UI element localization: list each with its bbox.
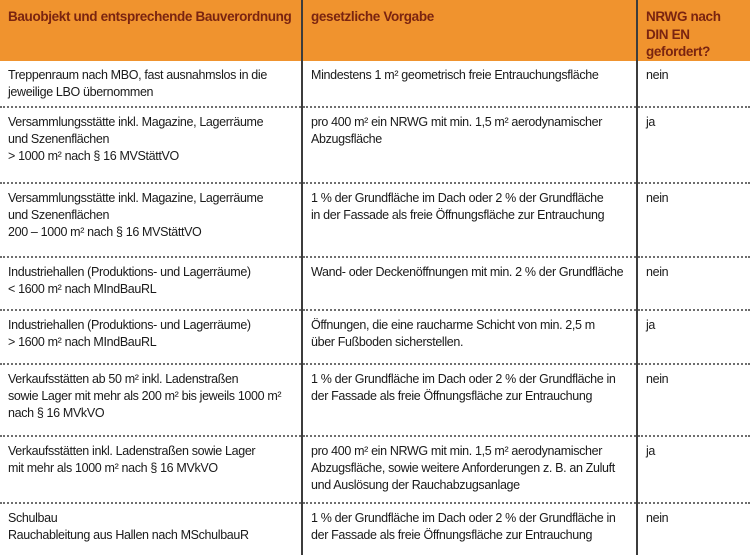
cell-bauobjekt: Versammlungsstätte inkl. Magazine, Lager… bbox=[0, 182, 302, 258]
table-body: Treppenraum nach MBO, fast ausnahmslos i… bbox=[0, 60, 750, 555]
table-row: Schulbau Rauchableitung aus Hallen nach … bbox=[0, 502, 750, 555]
table-row: Industriehallen (Produktions- und Lagerr… bbox=[0, 309, 750, 365]
col-header-nrwg: NRWG nach DIN EN gefordert? bbox=[636, 0, 750, 61]
cell-nrwg: ja bbox=[636, 309, 750, 365]
header-row: Bauobjekt und entsprechende Bauverordnun… bbox=[0, 0, 750, 61]
cell-vorgabe: Öffnungen, die eine raucharme Schicht vo… bbox=[301, 309, 637, 365]
cell-bauobjekt: Verkaufsstätten ab 50 m² inkl. Ladenstra… bbox=[0, 363, 302, 437]
cell-bauobjekt: Industriehallen (Produktions- und Lagerr… bbox=[0, 309, 302, 365]
cell-nrwg: ja bbox=[636, 106, 750, 184]
cell-bauobjekt: Industriehallen (Produktions- und Lagerr… bbox=[0, 256, 302, 311]
cell-bauobjekt: Verkaufsstätten inkl. Ladenstraßen sowie… bbox=[0, 435, 302, 504]
cell-vorgabe: pro 400 m² ein NRWG mit min. 1,5 m² aero… bbox=[301, 106, 637, 184]
cell-nrwg: nein bbox=[636, 363, 750, 437]
cell-nrwg: nein bbox=[636, 256, 750, 311]
cell-vorgabe: Wand- oder Deckenöffnungen mit min. 2 % … bbox=[301, 256, 637, 311]
cell-vorgabe: 1 % der Grundfläche im Dach oder 2 % der… bbox=[301, 182, 637, 258]
cell-vorgabe: pro 400 m² ein NRWG mit min. 1,5 m² aero… bbox=[301, 435, 637, 504]
cell-vorgabe: 1 % der Grundfläche im Dach oder 2 % der… bbox=[301, 502, 637, 555]
cell-bauobjekt: Schulbau Rauchableitung aus Hallen nach … bbox=[0, 502, 302, 555]
cell-bauobjekt: Treppenraum nach MBO, fast ausnahmslos i… bbox=[0, 60, 302, 108]
cell-bauobjekt: Versammlungsstätte inkl. Magazine, Lager… bbox=[0, 106, 302, 184]
table-row: Versammlungsstätte inkl. Magazine, Lager… bbox=[0, 106, 750, 184]
table-row: Verkaufsstätten ab 50 m² inkl. Ladenstra… bbox=[0, 363, 750, 437]
cell-nrwg: ja bbox=[636, 435, 750, 504]
table-row: Industriehallen (Produktions- und Lagerr… bbox=[0, 256, 750, 311]
col-header-vorgabe: gesetzliche Vorgabe bbox=[301, 0, 637, 61]
table-row: Treppenraum nach MBO, fast ausnahmslos i… bbox=[0, 60, 750, 108]
cell-nrwg: nein bbox=[636, 182, 750, 258]
cell-nrwg: nein bbox=[636, 502, 750, 555]
col-header-bauobjekt: Bauobjekt und entsprechende Bauverordnun… bbox=[0, 0, 302, 61]
cell-vorgabe: Mindestens 1 m² geometrisch freie Entrau… bbox=[301, 60, 637, 108]
cell-vorgabe: 1 % der Grundfläche im Dach oder 2 % der… bbox=[301, 363, 637, 437]
cell-nrwg: nein bbox=[636, 60, 750, 108]
table-header: Bauobjekt und entsprechende Bauverordnun… bbox=[0, 0, 750, 61]
table-row: Verkaufsstätten inkl. Ladenstraßen sowie… bbox=[0, 435, 750, 504]
table-row: Versammlungsstätte inkl. Magazine, Lager… bbox=[0, 182, 750, 258]
